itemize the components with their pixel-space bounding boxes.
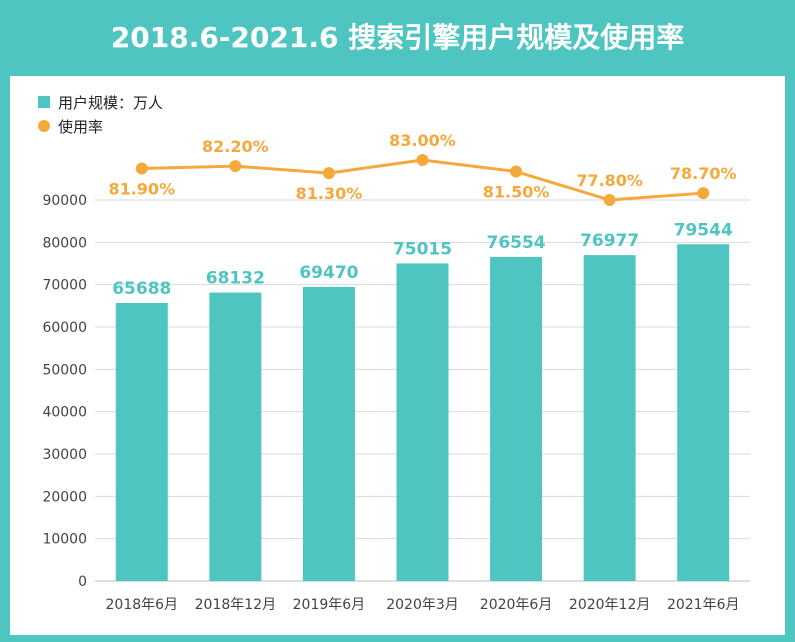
bar-value-label: 65688 (112, 279, 171, 299)
bar (396, 263, 449, 581)
x-tick-label: 2021年6月 (667, 597, 740, 613)
usage-rate-label: 78.70% (670, 164, 737, 183)
bar-value-label: 79544 (674, 220, 733, 240)
y-tick-label: 90000 (42, 193, 87, 209)
bar-value-label: 75015 (393, 239, 452, 259)
bar (209, 292, 262, 581)
y-tick-label: 50000 (42, 362, 87, 378)
y-tick-label: 70000 (42, 278, 87, 294)
usage-rate-point (135, 162, 148, 175)
x-tick-label: 2020年12月 (569, 597, 650, 613)
bar (490, 256, 543, 581)
usage-rate-label: 81.90% (108, 179, 175, 198)
x-tick-label: 2020年6月 (480, 597, 553, 613)
bar-value-label: 76977 (580, 231, 639, 251)
usage-rate-label: 82.20% (202, 137, 269, 156)
bar (677, 244, 730, 581)
legend-line-swatch (38, 120, 50, 132)
y-tick-label: 0 (78, 574, 87, 590)
x-tick-label: 2018年12月 (195, 597, 276, 613)
usage-rate-point (510, 165, 523, 178)
bar (302, 286, 355, 581)
usage-rate-point (416, 154, 429, 166)
bar-value-label: 68132 (206, 269, 265, 289)
usage-rate-point (603, 194, 616, 206)
bar (115, 302, 168, 581)
legend-item-rate: 使用率 (38, 114, 163, 138)
usage-rate-point (322, 167, 335, 180)
legend: 用户规模：万人 使用率 (38, 90, 163, 138)
legend-bar-swatch (38, 96, 50, 108)
y-tick-label: 40000 (42, 405, 87, 421)
chart-title: 2018.6-2021.6 搜索引擎用户规模及使用率 (110, 21, 685, 54)
usage-rate-label: 81.50% (483, 183, 550, 202)
usage-rate-label: 81.30% (296, 184, 363, 203)
y-tick-label: 80000 (42, 235, 87, 251)
bar (583, 255, 636, 581)
usage-rate-point (229, 160, 242, 173)
usage-rate-label: 77.80% (576, 171, 643, 190)
x-tick-label: 2019年6月 (293, 597, 366, 613)
y-tick-label: 10000 (42, 532, 87, 548)
x-tick-label: 2020年3月 (386, 597, 459, 613)
bar-value-label: 69470 (299, 263, 358, 283)
y-tick-label: 20000 (42, 489, 87, 505)
usage-rate-point (697, 187, 710, 200)
chart-panel: 用户规模：万人 使用率 0 10000 20000 30000 40000 50000 60… (10, 76, 785, 635)
y-tick-label: 30000 (42, 447, 87, 463)
usage-rate-label: 83.00% (389, 131, 456, 150)
x-tick-label: 2018年6月 (106, 597, 179, 613)
legend-label-users: 用户规模：万人 (58, 93, 164, 112)
chart-svg: 0 10000 20000 30000 40000 50000 60000 70000 8000… (42, 131, 750, 613)
bar-value-label: 76554 (486, 233, 545, 253)
legend-label-rate: 使用率 (58, 117, 104, 136)
y-tick-label: 60000 (42, 320, 87, 336)
legend-item-users: 用户规模：万人 (38, 90, 163, 114)
